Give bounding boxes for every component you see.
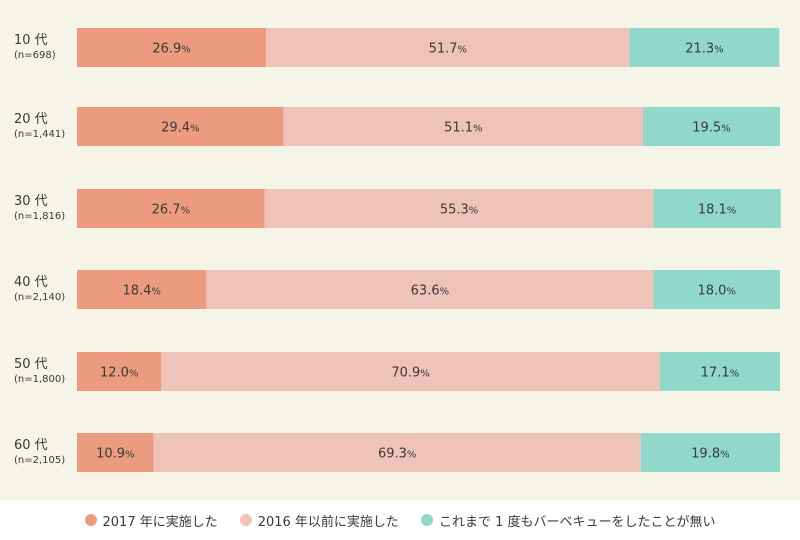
bar-segment [640,433,780,472]
data-label: 17.1% [701,366,739,381]
category-sample-size: (n=1,816) [14,211,66,222]
category-label: 50 代 [14,357,48,372]
plot-area: 10 代 (n=698) 20 代 (n=1,441) 30 代 (n=1,816) 40 … [0,0,800,500]
bar-segment [266,28,630,67]
legend-item: 2017 年に実施した [84,511,218,530]
legend: 2017 年に実施した 2016 年以前に実施した これまで 1 度もバーベキューを… [0,500,800,540]
category-label: 40 代 [14,275,48,290]
bar-segment [77,270,207,309]
data-label: 51.7% [429,42,467,57]
category-label: 30 代 [14,194,48,209]
legend-label: 2016 年以前に実施した [257,514,399,530]
category-sample-size: (n=2,140) [14,292,66,303]
data-label: 55.3% [440,203,478,218]
bar-segment [77,433,154,472]
row-label: 50 代 (n=1,800) [14,357,65,386]
data-label: 29.4% [161,121,199,136]
data-label: 18.0% [697,284,735,299]
bar-segment [283,107,643,146]
data-label: 70.9% [391,366,429,381]
legend-swatch [239,514,252,526]
data-label: 26.9% [152,42,190,57]
data-label: 12.0% [100,366,138,381]
data-label: 18.1% [698,203,736,218]
legend-item: これまで 1 度もバーベキューをしたことが無い [420,511,716,530]
bar-segment [77,352,162,391]
legend-label: これまで 1 度もバーベキューをしたことが無い [438,514,716,530]
data-label: 18.4% [122,284,160,299]
data-label: 69.3% [378,447,416,462]
data-label: 63.6% [411,284,449,299]
bar-segment [659,352,780,391]
legend-swatch [420,514,433,526]
category-sample-size: (n=1,441) [14,129,66,140]
bar-segment [153,433,641,472]
bar-segment [653,189,781,228]
data-label: 19.5% [692,121,730,136]
stacked-bar-chart: 26.9% 51.7% 21.3% 29.4% 51.1% 19.5% 26.7% 55.3%… [77,28,781,472]
bar-segment [642,107,780,146]
data-label: 19.8% [691,447,729,462]
bar-segment [264,189,654,228]
bar-segment [653,270,780,309]
category-sample-size: (n=1,800) [14,374,66,385]
data-label: 51.1% [444,121,482,136]
bar-segment [161,352,660,391]
category-label: 20 代 [14,112,48,127]
row-label: 30 代 (n=1,816) [14,194,65,223]
legend-swatch [84,514,97,526]
row-label: 40 代 (n=2,140) [14,275,65,304]
row-label: 60 代 (n=2,105) [14,438,65,467]
data-label: 26.7% [152,203,190,218]
category-label: 10 代 [14,33,48,48]
row-label: 20 代 (n=1,441) [14,112,65,141]
category-sample-size: (n=698) [14,50,56,61]
bar-segment [77,28,267,67]
legend-item: 2016 年以前に実施した [239,511,399,530]
bar-segment [77,107,284,146]
category-sample-size: (n=2,105) [14,455,66,466]
data-label: 10.9% [96,447,134,462]
bar-segment [206,270,654,309]
data-label: 21.3% [685,42,723,57]
category-label: 60 代 [14,438,48,453]
row-label: 10 代 (n=698) [14,33,56,62]
legend-label: 2017 年に実施した [102,514,218,530]
bar-segment [77,189,265,228]
bar-segment [629,28,780,67]
